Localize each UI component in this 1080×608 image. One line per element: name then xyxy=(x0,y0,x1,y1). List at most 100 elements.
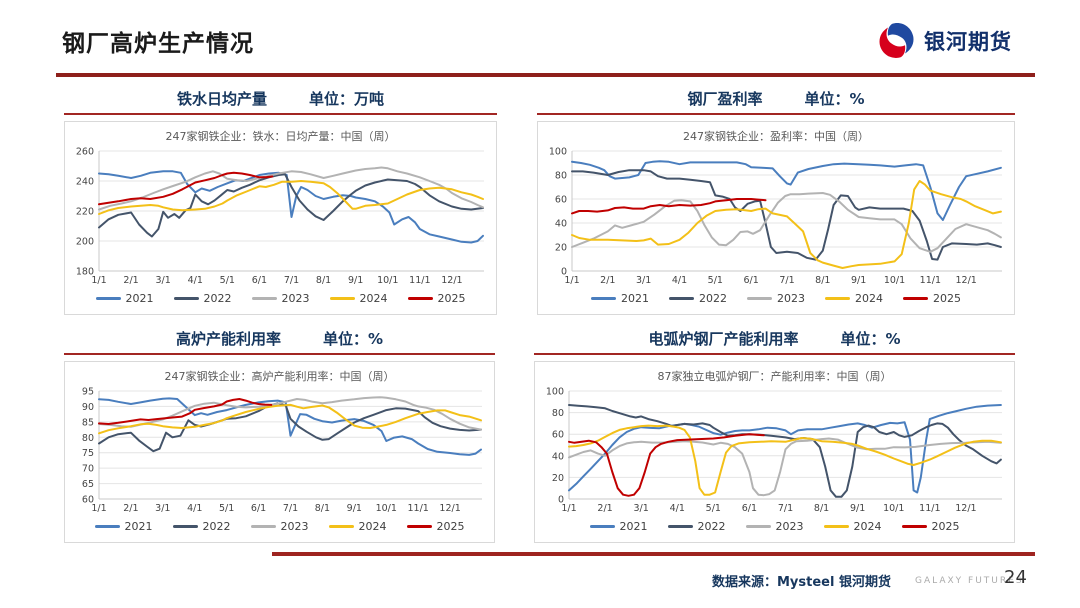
svg-text:10/1: 10/1 xyxy=(377,275,398,286)
legend-swatch xyxy=(251,296,277,300)
chart-title: 高炉产能利用率 xyxy=(175,330,281,348)
svg-text:3/1: 3/1 xyxy=(634,503,649,514)
svg-text:9/1: 9/1 xyxy=(347,503,362,514)
svg-text:4/1: 4/1 xyxy=(187,503,202,514)
line-chart-bf-utilization: 60 65 70 75 80 85 90 95 1/1 2/1 3/1 4/1 5/1 6/1 7/1 8/1… xyxy=(82,387,482,514)
line-chart-hot-metal: 180 200 220 240 260 1/1 2/1 3/1 4/1 5/1 6/1 7/1 8/1 9… xyxy=(76,147,484,286)
chart-unit-label: 单位：% xyxy=(322,330,384,348)
svg-text:2/1: 2/1 xyxy=(600,275,615,286)
legend-item-2025: 2025 xyxy=(407,292,466,305)
svg-text:20: 20 xyxy=(552,473,564,484)
svg-text:6/1: 6/1 xyxy=(742,503,757,514)
title-underline xyxy=(56,73,1035,77)
logo-text: 银河期货 xyxy=(924,29,1012,54)
svg-text:0: 0 xyxy=(558,495,564,506)
svg-text:85: 85 xyxy=(82,417,94,428)
svg-text:5/1: 5/1 xyxy=(220,275,235,286)
svg-text:8/1: 8/1 xyxy=(814,503,829,514)
svg-text:7/1: 7/1 xyxy=(779,275,794,286)
legend-swatch xyxy=(667,524,693,528)
svg-text:8/1: 8/1 xyxy=(815,275,830,286)
legend-label: 2023 xyxy=(280,519,309,533)
legend-swatch xyxy=(901,524,927,528)
legend-swatch xyxy=(95,296,121,300)
svg-text:2/1: 2/1 xyxy=(597,503,612,514)
panel-profit-ratio: 钢厂盈利率 单位：% 247家钢铁企业：盈利率：中国（周） 0 20 40 60 80 1… xyxy=(537,88,1015,315)
chart-subtitle: 247家钢铁企业：铁水：日均产量：中国（周） xyxy=(165,130,396,143)
panel-eaf-utilization: 电弧炉钢厂产能利用率 单位：% 87家独立电弧炉钢厂：产能利用率：中国（周） 0… xyxy=(534,328,1015,543)
legend-swatch xyxy=(823,524,849,528)
svg-text:8/1: 8/1 xyxy=(315,503,330,514)
svg-text:20: 20 xyxy=(555,243,567,254)
legend-swatch xyxy=(329,296,355,300)
chart-unit-label: 单位：% xyxy=(840,330,901,348)
chart-header: 铁水日均产量 单位：万吨 xyxy=(64,88,497,115)
legend-label: 2023 xyxy=(775,519,804,533)
svg-text:3/1: 3/1 xyxy=(155,503,170,514)
svg-text:9/1: 9/1 xyxy=(850,503,865,514)
chart-legend: 2021 2022 2023 2024 2025 xyxy=(65,286,496,310)
svg-text:80: 80 xyxy=(555,171,567,182)
legend-item-2025: 2025 xyxy=(901,520,960,533)
svg-text:95: 95 xyxy=(82,387,94,398)
legend-label: 2021 xyxy=(619,519,648,533)
legend-swatch xyxy=(591,296,616,300)
legend-swatch xyxy=(589,524,615,528)
chart-box: 87家独立电弧炉钢厂：产能利用率：中国（周） 0 20 40 60 80 100 1/1 2/… xyxy=(534,361,1015,543)
svg-text:220: 220 xyxy=(76,207,94,218)
svg-text:7/1: 7/1 xyxy=(778,503,793,514)
legend-swatch xyxy=(747,296,772,300)
footer-divider xyxy=(272,552,1035,556)
svg-text:6/1: 6/1 xyxy=(744,275,759,286)
svg-text:100: 100 xyxy=(549,147,567,158)
legend-item-2024: 2024 xyxy=(329,292,388,305)
chart-box: 247家钢铁企业：铁水：日均产量：中国（周） 180 200 220 240 260 1/… xyxy=(64,121,497,315)
svg-text:0: 0 xyxy=(561,267,567,278)
legend-swatch xyxy=(669,296,694,300)
legend-swatch xyxy=(745,524,771,528)
galaxy-logo-icon xyxy=(878,22,915,59)
line-chart-profit-ratio: 0 20 40 60 80 100 1/1 2/1 3/1 4/1 5/1 6/1 7/1 8/1 9/1 1… xyxy=(549,147,1002,286)
svg-text:8/1: 8/1 xyxy=(316,275,331,286)
svg-text:40: 40 xyxy=(552,451,564,462)
legend-label: 2021 xyxy=(125,291,154,305)
brand-text: GALAXY FUTURES xyxy=(915,576,1024,586)
svg-text:12/1: 12/1 xyxy=(441,275,462,286)
svg-text:12/1: 12/1 xyxy=(955,503,976,514)
chart-header: 钢厂盈利率 单位：% xyxy=(537,88,1015,115)
line-chart-eaf-utilization: 0 20 40 60 80 100 1/1 2/1 3/1 4/1 5/1 6/1 7/1 8/1 9/1 1… xyxy=(546,387,1002,514)
svg-text:6/1: 6/1 xyxy=(252,275,267,286)
legend-label: 2022 xyxy=(202,519,231,533)
legend-swatch xyxy=(94,524,120,528)
svg-text:90: 90 xyxy=(82,402,94,413)
svg-text:240: 240 xyxy=(76,177,94,188)
legend-item-2024: 2024 xyxy=(825,292,883,305)
legend-label: 2024 xyxy=(855,291,883,305)
svg-text:4/1: 4/1 xyxy=(670,503,685,514)
legend-label: 2022 xyxy=(203,291,232,305)
chart-subtitle: 247家钢铁企业：盈利率：中国（周） xyxy=(683,130,869,143)
legend-item-2022: 2022 xyxy=(667,519,726,533)
legend-item-2023: 2023 xyxy=(747,292,805,305)
legend-item-2025: 2025 xyxy=(903,292,961,305)
svg-text:1/1: 1/1 xyxy=(564,275,579,286)
svg-text:7/1: 7/1 xyxy=(283,503,298,514)
legend-item-2025: 2025 xyxy=(406,520,465,533)
panel-bf-utilization: 高炉产能利用率 单位：% 247家钢铁企业：高炉产能利用率：中国（周） 60 65… xyxy=(64,328,495,543)
svg-text:60: 60 xyxy=(555,195,567,206)
legend-label: 2022 xyxy=(697,519,726,533)
chart-box: 247家钢铁企业：高炉产能利用率：中国（周） 60 65 70 75 80 85 90 95 1… xyxy=(64,361,495,543)
svg-text:1/1: 1/1 xyxy=(91,503,106,514)
legend-swatch xyxy=(328,524,354,528)
page-number: 24 xyxy=(1004,567,1027,588)
legend-item-2022: 2022 xyxy=(173,291,232,305)
svg-text:1/1: 1/1 xyxy=(561,503,576,514)
chart-subtitle: 247家钢铁企业：高炉产能利用率：中国（周） xyxy=(164,370,395,383)
svg-text:10/1: 10/1 xyxy=(884,275,905,286)
chart-title: 钢厂盈利率 xyxy=(687,90,763,108)
legend-item-2022: 2022 xyxy=(669,292,727,305)
svg-text:6/1: 6/1 xyxy=(251,503,266,514)
svg-text:11/1: 11/1 xyxy=(409,275,430,286)
legend-label: 2025 xyxy=(933,291,961,305)
svg-text:10/1: 10/1 xyxy=(883,503,904,514)
